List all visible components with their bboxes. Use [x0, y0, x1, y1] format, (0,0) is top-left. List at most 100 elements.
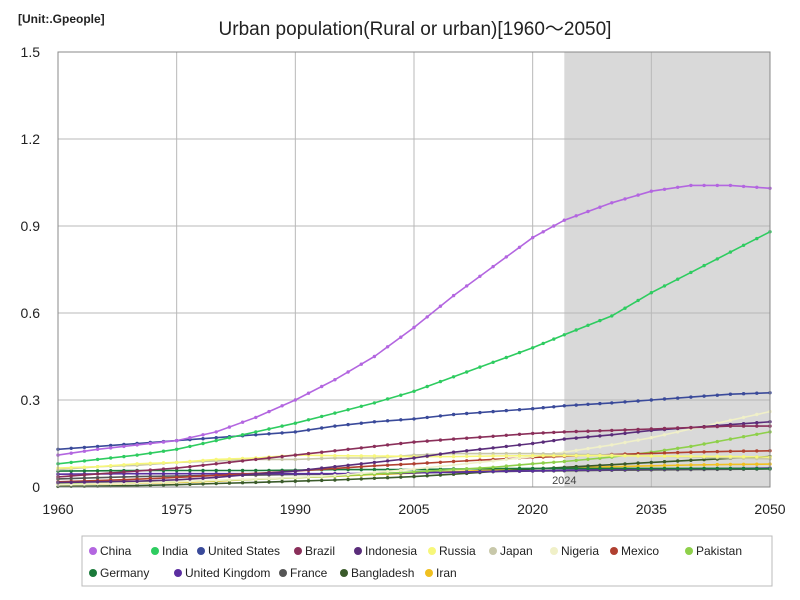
data-point-indonesia [293, 469, 297, 473]
data-point-pakistan [676, 446, 680, 450]
legend-label: United Kingdom [185, 566, 270, 580]
data-point-germany [254, 468, 258, 473]
data-point-united-kingdom [135, 472, 139, 476]
data-point-germany [227, 468, 232, 473]
data-point-mexico [728, 449, 733, 453]
data-point-germany [552, 466, 556, 471]
data-point-brazil [562, 430, 566, 434]
data-point-india [425, 384, 429, 389]
data-point-pakistan [491, 465, 495, 469]
data-point-nigeria [280, 476, 284, 480]
data-point-brazil [517, 432, 522, 436]
data-point-nigeria [306, 475, 311, 479]
data-point-india [586, 323, 590, 327]
data-point-nigeria [372, 470, 377, 475]
data-point-china [385, 345, 390, 349]
data-point-brazil [161, 467, 166, 471]
data-point-bangladesh [306, 479, 311, 483]
data-point-united-kingdom [201, 472, 205, 476]
data-point-indonesia [517, 443, 522, 447]
data-point-china [574, 214, 578, 218]
data-point-indonesia [438, 452, 443, 456]
data-point-china [412, 325, 416, 330]
data-point-russia [320, 453, 324, 458]
data-point-russia [122, 463, 126, 467]
data-point-united-states [610, 401, 614, 405]
data-point-iran [728, 462, 733, 467]
data-point-china [636, 193, 640, 197]
legend-label: Iran [436, 566, 457, 580]
data-point-russia [175, 460, 179, 465]
data-point-brazil [728, 424, 733, 428]
legend-item-france: France [279, 566, 328, 580]
series-layer [56, 183, 772, 489]
data-point-indonesia [574, 436, 578, 440]
legend-swatch [151, 547, 159, 555]
data-point-germany [702, 466, 706, 471]
data-point-russia [552, 454, 556, 458]
data-point-india [689, 270, 693, 275]
data-point-indonesia [95, 480, 100, 484]
data-point-nigeria [728, 418, 733, 422]
data-point-india [359, 404, 363, 408]
data-point-united-states [293, 430, 297, 434]
data-point-russia [541, 454, 545, 458]
data-point-brazil [598, 429, 602, 433]
data-point-united-states [478, 410, 482, 415]
data-point-brazil [715, 424, 719, 429]
data-point-brazil [188, 465, 192, 469]
legend-box [81, 535, 773, 587]
data-point-india [517, 350, 522, 355]
data-point-china [293, 398, 297, 402]
data-point-japan [280, 457, 284, 462]
legend-item-mexico: Mexico [610, 544, 659, 558]
data-point-brazil [451, 437, 456, 441]
data-point-indonesia [504, 444, 508, 449]
data-point-china [82, 449, 87, 453]
data-point-brazil [689, 425, 693, 430]
data-point-china [662, 187, 667, 191]
data-point-china [214, 430, 218, 434]
data-point-japan [293, 457, 297, 462]
data-point-pakistan [662, 448, 667, 452]
data-point-bangladesh [201, 482, 205, 486]
data-point-bangladesh [280, 479, 284, 484]
data-point-brazil [82, 473, 87, 477]
data-point-russia [95, 465, 100, 469]
data-point-russia [227, 457, 232, 461]
data-point-nigeria [610, 443, 614, 447]
data-point-iran [755, 462, 759, 466]
x-tick-label: 2005 [398, 501, 429, 517]
data-point-indonesia [227, 474, 232, 478]
chart-title: Urban population(Rural or urban)[1960～20… [219, 19, 612, 40]
data-point-brazil [676, 426, 680, 430]
data-point-united-kingdom [148, 472, 152, 476]
data-point-brazil [359, 446, 363, 450]
data-point-japan [320, 456, 324, 461]
data-point-nigeria [478, 460, 482, 464]
data-point-brazil [702, 425, 706, 429]
data-point-pakistan [478, 466, 482, 470]
data-point-china [702, 183, 706, 188]
data-point-russia [662, 454, 667, 458]
data-point-india [598, 318, 602, 323]
data-point-united-states [741, 392, 746, 396]
data-point-india [702, 263, 706, 268]
data-point-bangladesh [586, 464, 590, 468]
data-point-bangladesh [161, 483, 166, 487]
data-point-indonesia [399, 457, 403, 462]
data-point-india [69, 460, 73, 465]
data-point-iran [676, 463, 680, 467]
data-point-united-states [254, 433, 258, 437]
data-point-brazil [372, 444, 377, 449]
data-point-china [69, 451, 73, 455]
data-point-brazil [122, 470, 126, 474]
data-point-united-states [267, 432, 271, 436]
data-point-pakistan [755, 432, 759, 436]
data-point-india [541, 341, 545, 346]
legend-item-india: India [151, 544, 188, 558]
data-point-bangladesh [438, 473, 443, 477]
data-point-russia [148, 461, 152, 465]
data-point-india [254, 430, 258, 434]
data-point-russia [385, 454, 390, 458]
